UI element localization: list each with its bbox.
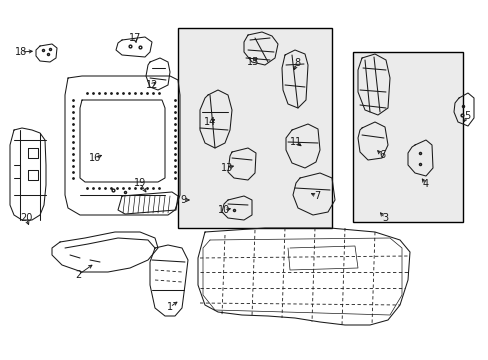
Text: 13: 13 xyxy=(221,163,233,173)
Text: 19: 19 xyxy=(134,178,146,188)
Text: 4: 4 xyxy=(422,179,428,189)
Text: 9: 9 xyxy=(180,195,185,205)
Text: 11: 11 xyxy=(289,137,302,147)
Text: 16: 16 xyxy=(89,153,101,163)
Text: 17: 17 xyxy=(128,33,141,43)
Text: 18: 18 xyxy=(15,47,27,57)
Text: 3: 3 xyxy=(381,213,387,223)
Text: 6: 6 xyxy=(378,150,384,160)
Text: 7: 7 xyxy=(313,191,320,201)
Text: 15: 15 xyxy=(246,57,259,67)
Text: 5: 5 xyxy=(463,111,469,121)
Text: 12: 12 xyxy=(145,80,158,90)
Bar xyxy=(352,52,462,222)
Text: 8: 8 xyxy=(293,58,300,68)
Bar xyxy=(178,28,331,228)
Text: 2: 2 xyxy=(75,270,81,280)
Text: 20: 20 xyxy=(20,213,32,223)
Text: 14: 14 xyxy=(203,117,216,127)
Text: 1: 1 xyxy=(166,302,173,312)
Text: 10: 10 xyxy=(218,205,230,215)
